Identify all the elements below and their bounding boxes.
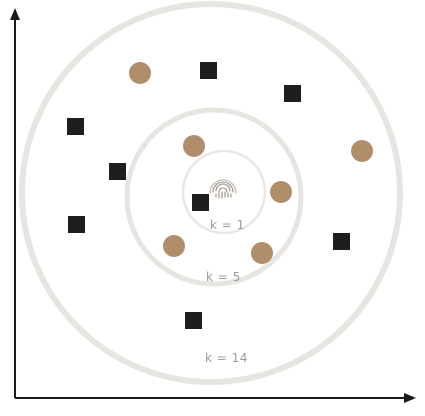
circle-point	[163, 235, 185, 257]
ring-k5	[124, 107, 304, 287]
circle-point	[351, 140, 373, 162]
circle-point	[251, 242, 273, 264]
square-point	[192, 194, 209, 211]
circle-point	[183, 135, 205, 157]
ring-k1	[181, 149, 267, 235]
ring-k14	[19, 1, 403, 385]
circle-point	[129, 62, 151, 84]
square-point	[284, 85, 301, 102]
circle-point	[270, 181, 292, 203]
square-point	[200, 62, 217, 79]
square-point	[109, 163, 126, 180]
ring-label-k5: k = 5	[206, 270, 241, 284]
square-point	[333, 233, 350, 250]
square-point	[185, 312, 202, 329]
ring-label-k1: k = 1	[210, 218, 245, 232]
ring-label-k14: k = 14	[205, 351, 248, 365]
x-axis-arrowhead	[404, 393, 416, 403]
square-point	[68, 216, 85, 233]
square-point	[67, 118, 84, 135]
y-axis-arrowhead	[10, 8, 20, 20]
fingerprint-icon	[209, 179, 237, 199]
